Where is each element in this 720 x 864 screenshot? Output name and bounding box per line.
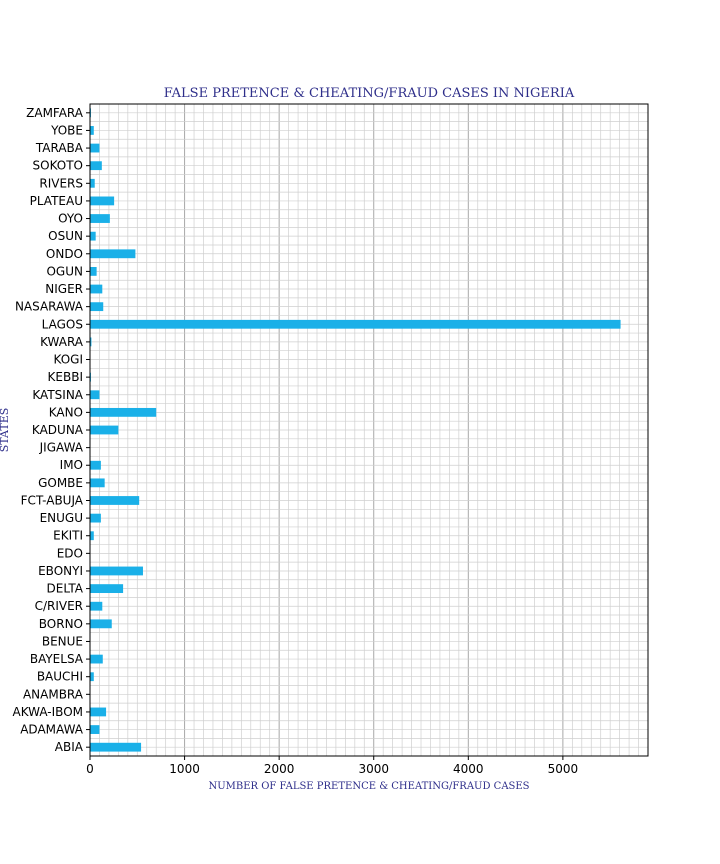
bar bbox=[90, 619, 112, 629]
y-tick-label: LAGOS bbox=[42, 317, 83, 331]
y-tick-label: EDO bbox=[57, 546, 83, 560]
bar bbox=[90, 126, 94, 135]
y-tick-label: PLATEAU bbox=[30, 194, 83, 208]
x-tick-label: 4000 bbox=[453, 762, 484, 776]
y-tick-label: KOGI bbox=[54, 353, 84, 367]
bar bbox=[90, 531, 94, 541]
bar bbox=[90, 584, 124, 593]
y-tick-label: KANO bbox=[49, 405, 83, 419]
x-tick-label: 3000 bbox=[358, 762, 389, 776]
bar bbox=[90, 249, 136, 259]
y-tick-label: BAYELSA bbox=[30, 652, 84, 666]
bar bbox=[90, 742, 142, 752]
y-tick-label: ENUGU bbox=[40, 511, 83, 525]
bar bbox=[90, 496, 140, 505]
bar bbox=[90, 214, 110, 223]
bar bbox=[90, 707, 107, 717]
bar bbox=[90, 390, 100, 400]
y-tick-label: AKWA-IBOM bbox=[13, 705, 84, 719]
bar bbox=[90, 478, 105, 488]
y-tick-label: OGUN bbox=[46, 264, 83, 278]
x-tick-label: 2000 bbox=[264, 762, 295, 776]
y-tick-label: ZAMFARA bbox=[26, 106, 84, 120]
y-tick-label: ABIA bbox=[55, 740, 84, 754]
bar bbox=[90, 513, 101, 523]
y-tick-label: BORNO bbox=[39, 617, 83, 631]
bar bbox=[90, 196, 115, 206]
bar bbox=[90, 178, 95, 188]
y-tick-label: SOKOTO bbox=[33, 159, 84, 173]
y-tick-label: DELTA bbox=[47, 582, 84, 596]
bar bbox=[90, 302, 104, 312]
y-tick-label: JIGAWA bbox=[39, 441, 84, 455]
bar bbox=[90, 566, 143, 576]
x-tick-label: 5000 bbox=[548, 762, 579, 776]
y-tick-label: OSUN bbox=[48, 229, 83, 243]
bar bbox=[90, 284, 103, 294]
bar bbox=[90, 337, 92, 347]
x-tick-label: 1000 bbox=[169, 762, 200, 776]
y-tick-label: C/RIVER bbox=[35, 599, 83, 613]
y-tick-label: EBONYI bbox=[38, 564, 83, 578]
x-axis-label: NUMBER OF FALSE PRETENCE & CHEATING/FRAU… bbox=[208, 781, 529, 792]
bar bbox=[90, 267, 97, 276]
y-tick-label: BENUE bbox=[42, 634, 83, 648]
bar bbox=[90, 231, 96, 241]
bar bbox=[90, 319, 621, 329]
y-tick-label: FCT-ABUJA bbox=[21, 493, 84, 507]
bar bbox=[90, 725, 100, 734]
y-tick-label: NIGER bbox=[45, 282, 83, 296]
bar bbox=[90, 161, 102, 171]
y-tick-label: ANAMBRA bbox=[23, 687, 84, 701]
y-tick-label: BAUCHI bbox=[37, 670, 83, 684]
y-tick-label: IMO bbox=[60, 458, 83, 472]
y-tick-label: KEBBI bbox=[48, 370, 83, 384]
y-tick-label: ONDO bbox=[46, 247, 83, 261]
y-tick-label: NASARAWA bbox=[15, 300, 84, 314]
bar bbox=[90, 460, 101, 470]
grid-lines bbox=[89, 103, 649, 757]
bar bbox=[90, 654, 103, 664]
x-axis-ticks: 0 1000 2000 3000 4000 5000 bbox=[86, 756, 578, 776]
bars bbox=[90, 108, 621, 752]
y-tick-label: ADAMAWA bbox=[20, 723, 84, 737]
bar bbox=[90, 425, 119, 435]
y-tick-label: KWARA bbox=[40, 335, 84, 349]
y-tick-label: GOMBE bbox=[38, 476, 83, 490]
y-axis-label: STATES bbox=[0, 408, 11, 453]
y-tick-label: EKITI bbox=[53, 529, 83, 543]
chart-title: FALSE PRETENCE & CHEATING/FRAUD CASES IN… bbox=[164, 86, 575, 101]
bar bbox=[90, 407, 157, 417]
x-tick-label: 0 bbox=[86, 762, 94, 776]
y-tick-label: RIVERS bbox=[39, 176, 83, 190]
y-tick-label: YOBE bbox=[50, 123, 83, 137]
bar bbox=[90, 143, 100, 153]
bar bbox=[90, 672, 94, 682]
bar bbox=[90, 601, 103, 611]
y-axis-ticks: ABIA ADAMAWA AKWA-IBOM ANAMBRA BAUCHI BAYELSA… bbox=[13, 106, 90, 754]
y-tick-label: KADUNA bbox=[32, 423, 84, 437]
y-tick-label: OYO bbox=[58, 212, 83, 226]
y-tick-label: TARABA bbox=[35, 141, 84, 155]
y-tick-label: KATSINA bbox=[32, 388, 83, 402]
